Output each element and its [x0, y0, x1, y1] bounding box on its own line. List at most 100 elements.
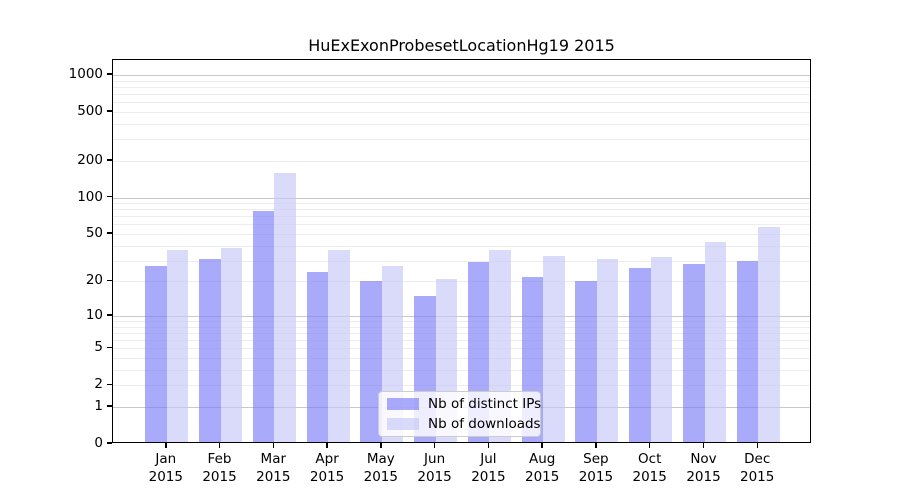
x-tick-label-feb: Feb 2015 [180, 450, 260, 486]
bar-nb-of-downloads-dec [758, 227, 780, 442]
legend-row-distinct-ips: Nb of distinct IPs [387, 396, 541, 412]
legend-row-downloads: Nb of downloads [387, 416, 541, 432]
bar-nb-of-downloads-apr [328, 249, 350, 442]
x-tick-label-jul: Jul 2015 [448, 450, 528, 486]
x-tick-month: Jul [480, 451, 497, 467]
gridline-major-100 [113, 197, 810, 199]
legend: Nb of distinct IPs Nb of downloads [378, 391, 541, 437]
x-tick-label-may: May 2015 [341, 450, 421, 486]
y-tick-label-1: 1 [94, 398, 103, 414]
x-tick-mark-dec [756, 443, 758, 448]
gridline-minor-30 [113, 260, 810, 262]
x-tick-year: 2015 [525, 469, 560, 485]
y-tick-label-20: 20 [85, 272, 103, 289]
x-tick-mark-nov [702, 443, 705, 448]
x-tick-mark-feb [218, 443, 221, 448]
bar-nb-of-distinct-ips-nov [683, 264, 705, 442]
gridline-minor-50 [113, 234, 810, 235]
gridline-minor-4 [113, 358, 810, 359]
bar-nb-of-downloads-mar [274, 172, 296, 442]
y-tick-mark-500 [107, 110, 112, 112]
x-tick-label-dec: Dec 2015 [717, 450, 797, 486]
x-tick-mark-may [380, 443, 382, 448]
chart-title: HuExExonProbesetLocationHg19 2015 [308, 36, 615, 55]
y-tick-label-0: 0 [94, 435, 103, 451]
gridline-minor-200 [113, 160, 810, 162]
gridline-layer [113, 60, 810, 442]
y-tick-mark-5 [107, 346, 112, 348]
bar-nb-of-distinct-ips-dec [736, 260, 759, 442]
bar-nb-of-downloads-jan [166, 249, 189, 442]
bar-nb-of-distinct-ips-jan [145, 266, 167, 442]
x-tick-year: 2015 [632, 469, 667, 485]
x-tick-label-oct: Oct 2015 [610, 450, 690, 486]
gridline-minor-9 [113, 321, 810, 322]
gridline-minor-3 [113, 369, 810, 371]
gridline-minor-400 [113, 123, 810, 125]
bar-nb-of-downloads-nov [704, 241, 726, 442]
y-tick-mark-1 [107, 405, 112, 407]
gridline-minor-800 [113, 86, 810, 88]
x-tick-label-nov: Nov 2015 [664, 450, 744, 486]
x-tick-label-sep: Sep 2015 [556, 450, 636, 486]
y-tick-mark-0 [107, 442, 112, 444]
bar-nb-of-distinct-ips-sep [575, 281, 597, 442]
x-tick-year: 2015 [202, 469, 237, 485]
y-tick-label-5: 5 [94, 339, 103, 356]
legend-label-distinct-ips: Nb of distinct IPs [428, 396, 542, 412]
legend-swatch-downloads-icon [387, 418, 419, 430]
y-tick-mark-2 [107, 383, 112, 386]
x-tick-mark-sep [595, 443, 597, 448]
x-tick-mark-mar [272, 443, 275, 448]
bar-nb-of-downloads-feb [220, 248, 242, 442]
x-tick-mark-jul [487, 443, 490, 448]
x-tick-mark-jun [433, 443, 436, 448]
legend-swatch-distinct-ips-icon [387, 398, 419, 410]
gridline-minor-20 [113, 281, 810, 283]
gridline-minor-5 [113, 348, 810, 350]
y-tick-mark-1000 [107, 73, 112, 75]
x-tick-year: 2015 [471, 469, 506, 485]
bar-nb-of-distinct-ips-apr [306, 272, 329, 442]
bar-nb-of-distinct-ips-feb [199, 258, 221, 442]
bar-nb-of-distinct-ips-mar [252, 210, 275, 442]
x-tick-month: Dec [744, 451, 771, 467]
x-tick-month: Apr [315, 451, 339, 467]
y-tick-label-200: 200 [77, 151, 103, 168]
x-tick-month: Sep [583, 451, 609, 467]
x-tick-label-aug: Aug 2015 [502, 450, 582, 486]
y-tick-mark-20 [107, 279, 112, 282]
x-tick-mark-oct [648, 443, 651, 448]
gridline-minor-900 [113, 80, 810, 82]
x-tick-mark-aug [541, 443, 543, 448]
legend-label-downloads: Nb of downloads [428, 416, 541, 432]
y-tick-label-10: 10 [85, 306, 103, 323]
gridline-minor-70 [113, 216, 810, 218]
x-tick-month: Oct [638, 451, 662, 467]
x-tick-month: Jun [424, 451, 446, 467]
gridline-major-1000 [113, 74, 810, 76]
gridline-minor-90 [113, 203, 810, 204]
x-tick-year: 2015 [686, 469, 721, 485]
bar-nb-of-distinct-ips-oct [629, 267, 651, 442]
x-tick-month: Jan [155, 451, 177, 467]
gridline-minor-500 [113, 111, 810, 113]
x-tick-label-mar: Mar 2015 [233, 450, 313, 486]
gridline-minor-80 [113, 209, 810, 211]
gridline-minor-8 [113, 326, 810, 328]
bar-nb-of-distinct-ips-may [360, 281, 382, 442]
gridline-minor-600 [113, 102, 810, 104]
x-tick-year: 2015 [309, 469, 345, 485]
x-tick-year: 2015 [363, 469, 398, 485]
gridline-minor-40 [113, 245, 810, 247]
x-tick-month: Feb [207, 451, 232, 467]
gridline-minor-300 [113, 139, 810, 141]
gridline-minor-2 [113, 385, 810, 387]
x-tick-year: 2015 [148, 469, 183, 485]
bar-nb-of-downloads-aug [543, 255, 565, 442]
x-tick-month: Mar [260, 451, 287, 467]
x-tick-month: Aug [529, 451, 556, 467]
bar-nb-of-downloads-sep [596, 258, 619, 442]
y-tick-mark-100 [107, 195, 112, 198]
